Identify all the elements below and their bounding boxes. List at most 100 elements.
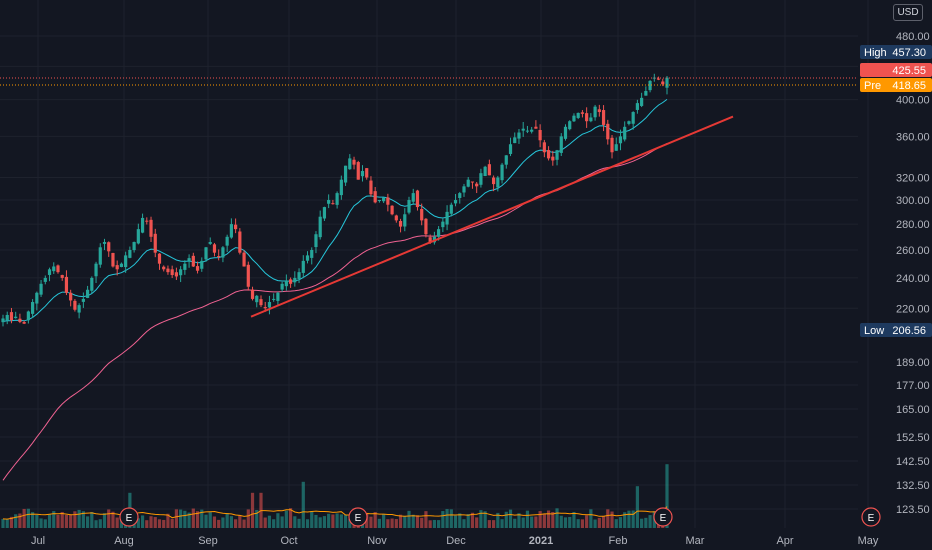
volume-bar [297,518,301,528]
currency-button[interactable]: USD [893,4,923,21]
volume-bar [470,512,475,528]
candle-body [149,219,153,237]
candle-body [466,179,470,187]
candle-body [179,269,183,276]
volume-bar [373,512,377,528]
candle-body [534,126,538,129]
y-tick-label: 165.00 [896,404,930,416]
candle-body [267,302,272,308]
volume-bar [500,519,504,528]
volume-bar [580,519,585,528]
y-tick-label: 320.00 [896,172,930,184]
volume-bar [305,519,310,528]
volume-bar [1,518,5,528]
candle-body [555,150,559,160]
candle-body [280,283,284,290]
volume-bar [411,514,415,528]
volume-bar [542,513,546,528]
volume-bar [314,514,318,528]
candle-body [610,137,614,153]
candle-body [618,136,623,144]
candle-body [525,130,530,132]
y-tick-label: 240.00 [896,273,930,285]
candle-body [81,298,85,302]
candle-body [437,229,441,237]
volume-bar [94,520,98,528]
price-tags: High 457.30 425.55 Pre 418.65 Low 206.56 [860,45,932,337]
candle-body [200,260,204,269]
candle-body [305,255,310,261]
candle-body [559,136,563,153]
volume-bar [546,510,551,528]
volume-bar [585,515,589,528]
volume-bar [377,518,382,528]
candle-body [69,292,73,301]
x-tick-label: Feb [609,535,628,547]
candle-body [310,249,314,258]
candle-body [225,236,229,246]
volume-bar [119,519,124,528]
candle-body [648,80,652,91]
volume-bar [568,516,572,528]
volume-bar [589,509,593,528]
volume-bar [644,517,648,528]
candle-body [187,258,191,261]
volume-bar [238,515,242,528]
y-tick-label: 132.50 [896,480,930,492]
candle-body [327,200,331,204]
volume-bar [250,492,255,528]
volume-bar [14,514,18,528]
candle-body [174,272,179,277]
y-tick-label: 220.00 [896,303,930,315]
candle-body [238,231,242,253]
volume-bar [183,510,187,528]
volume-bar [212,516,217,528]
candle-body [635,103,639,110]
volume-bar [648,515,652,528]
pre-tag-label: Pre [864,80,881,92]
volume-bar [31,512,35,528]
volume-bar [348,519,352,528]
candle-body [107,242,111,252]
volume-bar [98,519,102,528]
candle-body [415,190,420,208]
volume-bar [530,516,534,528]
y-tick-label: 142.50 [896,456,930,468]
candle-body [119,263,124,268]
candle-body [47,269,52,275]
volume-bar [221,517,225,528]
candle-body [407,200,411,213]
candle-body [369,180,373,195]
candle-body [284,280,288,287]
low-tag-label: Low [864,325,884,337]
volume-bar [200,509,204,528]
candle-body [9,312,14,321]
y-tick-label: 177.00 [896,380,930,392]
volume-bar [601,516,606,528]
candle-body [234,224,238,230]
volume-bar [623,512,627,528]
volume-bar [593,519,597,528]
earnings-event-marker [348,507,368,527]
candle-body [627,121,631,124]
candle-body [318,216,322,238]
trendline[interactable] [250,115,734,318]
volume-bar [445,509,449,528]
volume-bar [390,518,394,528]
earnings-event-marker [653,507,673,527]
volume-bar [475,517,479,528]
volume-bar [665,464,669,528]
candle-body [665,77,669,88]
volume-bar [5,519,9,528]
candle-body [288,279,293,284]
candle-body [398,221,403,227]
volume-bar [85,516,90,528]
candle-body [339,179,343,196]
candle-body [470,181,475,183]
candle-body [428,237,432,243]
x-tick-label: May [858,535,879,547]
candle-body [546,150,551,159]
volume-bar [513,518,517,528]
